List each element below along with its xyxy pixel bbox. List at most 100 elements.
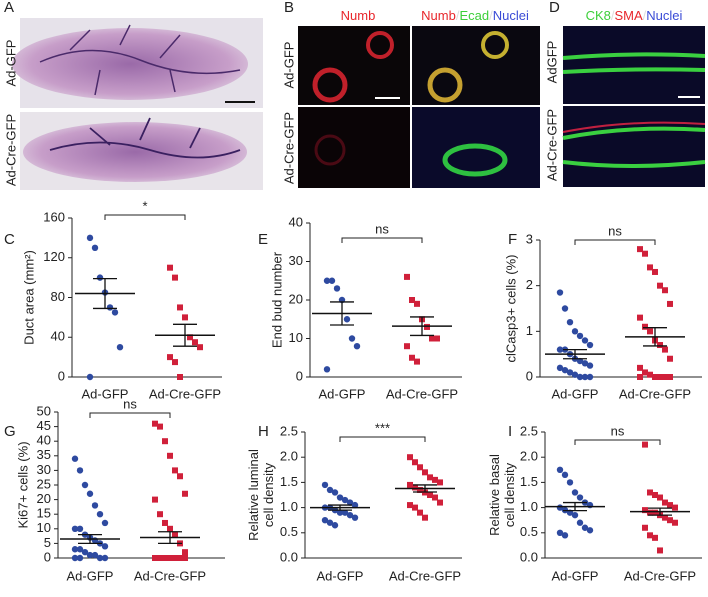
data-point: [96, 511, 104, 518]
data-point: [76, 554, 84, 562]
y-axis-label: Ki67+ cells (%): [15, 441, 30, 528]
data-point: [346, 499, 354, 506]
data-point: [672, 504, 678, 511]
y-tick-label: 80: [51, 289, 65, 304]
data-point: [642, 323, 648, 330]
data-point: [429, 335, 435, 342]
data-point: [642, 524, 648, 531]
y-tick-label: 40: [37, 433, 51, 448]
panel-letter: H: [258, 423, 269, 440]
data-point: [177, 304, 183, 311]
row-label: Ad-Cre-GFP: [3, 114, 18, 186]
data-point: [101, 554, 109, 562]
data-point: [652, 509, 658, 516]
data-point: [76, 467, 84, 474]
data-point: [407, 454, 413, 461]
data-point: [417, 464, 423, 471]
data-point: [96, 274, 104, 281]
data-point: [86, 490, 94, 497]
data-point: [556, 289, 564, 296]
y-tick-label: 5: [44, 535, 51, 550]
data-point: [182, 549, 188, 556]
data-point: [76, 525, 84, 532]
data-point: [343, 316, 351, 323]
x-tick-label: Ad-Cre-GFP: [386, 386, 458, 401]
data-point: [106, 304, 114, 311]
data-point: [662, 374, 668, 380]
data-point: [71, 546, 79, 553]
y-tick-label: 15: [37, 506, 51, 521]
data-point: [417, 486, 423, 493]
significance-label: ***: [375, 420, 390, 435]
data-point: [409, 354, 415, 361]
data-point: [336, 494, 344, 501]
data-point: [101, 543, 109, 550]
data-point: [86, 234, 94, 242]
significance-bracket: [89, 412, 171, 418]
data-point: [162, 555, 168, 561]
data-point: [642, 250, 648, 257]
row-label: Ad-GFP: [3, 40, 18, 87]
data-point: [404, 273, 410, 280]
data-point: [407, 481, 413, 488]
data-point: [177, 374, 183, 380]
y-tick-label: 45: [37, 418, 51, 433]
y-axis-label: Relative basal: [487, 454, 502, 536]
data-point: [586, 362, 594, 369]
data-point: [581, 360, 589, 367]
y-axis-label: Duct area (mm²): [21, 250, 36, 345]
data-point: [111, 309, 119, 316]
data-point: [162, 519, 168, 526]
panel-letter: A: [4, 0, 14, 16]
data-point: [637, 314, 643, 321]
data-point: [177, 555, 183, 561]
data-point: [414, 300, 420, 307]
data-point: [642, 507, 648, 514]
data-point: [331, 489, 339, 496]
significance-bracket: [574, 439, 661, 445]
data-point: [647, 328, 653, 335]
data-point: [576, 373, 584, 381]
data-point: [576, 332, 584, 340]
data-point: [412, 459, 418, 466]
row-label: Ad-Cre-GFP: [544, 109, 559, 181]
data-point: [162, 438, 168, 445]
y-tick-label: 10: [37, 520, 51, 535]
data-point: [91, 244, 99, 252]
data-point: [667, 374, 673, 380]
data-point: [566, 479, 574, 486]
data-point: [187, 334, 193, 341]
data-point: [586, 341, 594, 349]
y-tick-label: 2.0: [280, 449, 298, 464]
data-point: [667, 502, 673, 509]
data-point: [652, 534, 658, 541]
significance-label: ns: [608, 223, 622, 238]
data-point: [657, 494, 663, 501]
significance-bracket: [341, 237, 423, 243]
data-point: [647, 371, 653, 378]
column-label: Numb/Ecad/Nuclei: [421, 8, 529, 23]
data-point: [637, 374, 643, 380]
data-point: [81, 481, 89, 489]
fluorescence-image: [562, 26, 706, 187]
x-tick-label: Ad-Cre-GFP: [389, 568, 461, 583]
data-point: [157, 511, 163, 518]
data-point: [637, 364, 643, 371]
data-point: [351, 514, 359, 521]
y-tick-label: 30: [37, 462, 51, 477]
data-point: [152, 420, 158, 427]
data-point: [81, 548, 89, 556]
x-tick-label: Ad-GFP: [319, 386, 366, 401]
x-tick-label: Ad-GFP: [317, 568, 364, 583]
y-tick-label: 10: [289, 330, 303, 345]
data-point: [412, 484, 418, 491]
panel-letter: C: [4, 231, 15, 248]
data-point: [172, 359, 178, 366]
y-tick-label: 1.5: [520, 474, 538, 489]
y-tick-label: 0.5: [280, 524, 298, 539]
data-point: [341, 496, 349, 504]
data-point: [561, 532, 569, 539]
data-point: [172, 555, 178, 561]
data-point: [172, 531, 178, 538]
